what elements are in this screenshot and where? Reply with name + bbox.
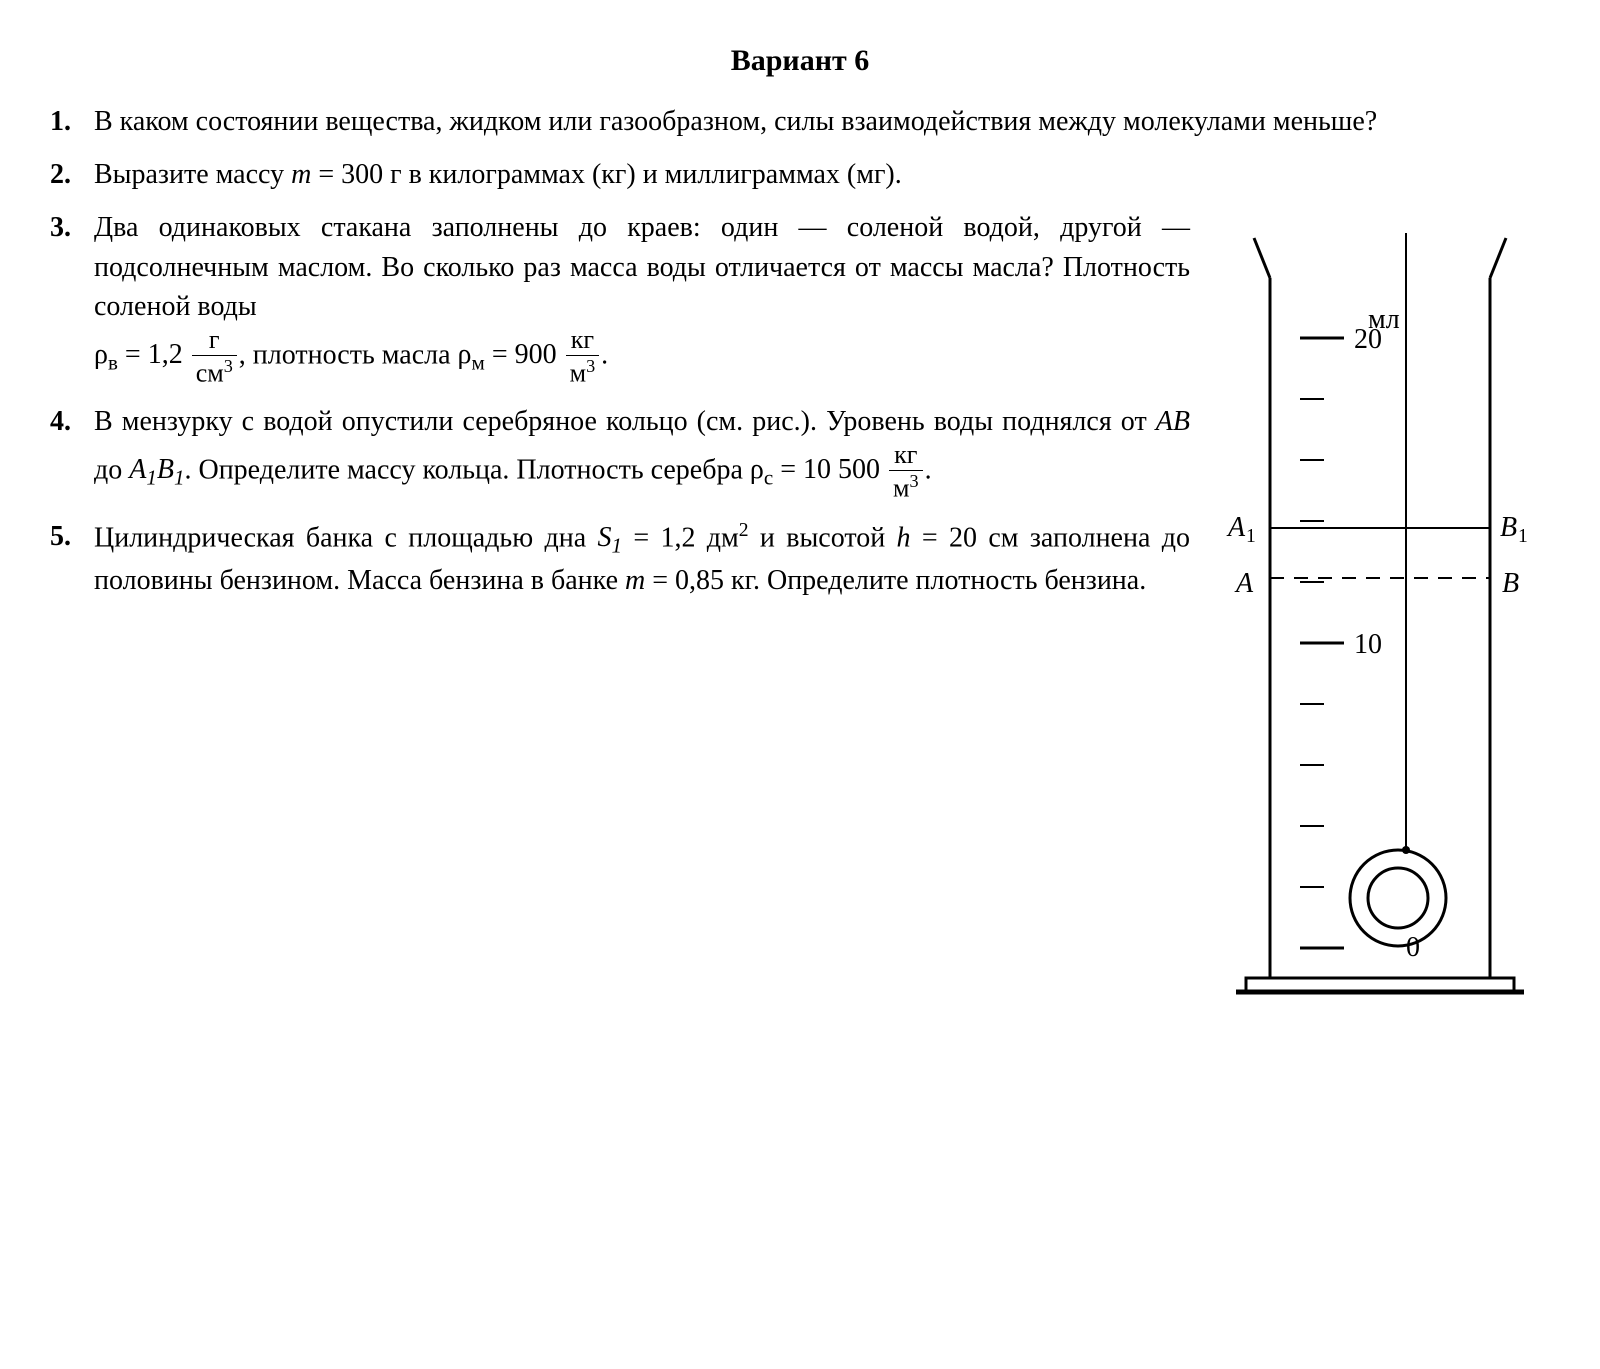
svg-text:B: B bbox=[1500, 512, 1517, 543]
rho-c: ρс = 10 500 кгм3 bbox=[750, 454, 925, 485]
problem-text: В каком состоянии вещества, жидком или г… bbox=[94, 102, 1550, 141]
segment-ab: AB bbox=[1156, 406, 1190, 437]
var-m: m bbox=[625, 565, 645, 596]
var-s1: S1 bbox=[597, 522, 622, 553]
svg-text:10: 10 bbox=[1354, 629, 1382, 660]
problem-text: В мензурку с водой опустили серебряное к… bbox=[94, 402, 1190, 503]
problem-text: Два одинаковых стакана заполнены до крае… bbox=[94, 208, 1190, 387]
problem-number: 4. bbox=[50, 402, 94, 503]
rho-v: ρв = 1,2 гсм3 bbox=[94, 339, 239, 370]
problem-number: 5. bbox=[50, 517, 94, 601]
problem-number: 2. bbox=[50, 155, 94, 194]
svg-text:A: A bbox=[1226, 512, 1246, 543]
svg-text:A: A bbox=[1234, 568, 1254, 599]
problem-3: 3. Два одинаковых стакана заполнены до к… bbox=[50, 208, 1190, 387]
problem-number: 3. bbox=[50, 208, 94, 387]
problem-text: Цилиндрическая банка с площадью дна S1 =… bbox=[94, 517, 1190, 601]
problem-list-cont: 3. Два одинаковых стакана заполнены до к… bbox=[50, 208, 1190, 600]
problem-5: 5. Цилиндрическая банка с площадью дна S… bbox=[50, 517, 1190, 601]
unit-fraction: гсм3 bbox=[192, 326, 237, 388]
page-title: Вариант 6 bbox=[50, 40, 1550, 82]
rho-m: ρм = 900 кгм3 bbox=[458, 339, 602, 370]
problem-1: 1. В каком состоянии вещества, жидком ил… bbox=[50, 102, 1550, 141]
svg-text:мл: мл bbox=[1368, 304, 1400, 335]
svg-text:1: 1 bbox=[1246, 526, 1256, 547]
segment-a1b1: A1B1 bbox=[129, 454, 184, 485]
var-h: h bbox=[897, 522, 911, 553]
problem-4: 4. В мензурку с водой опустили серебряно… bbox=[50, 402, 1190, 503]
svg-text:0: 0 bbox=[1406, 932, 1420, 963]
unit-fraction: кгм3 bbox=[566, 326, 600, 388]
problem-list: 1. В каком состоянии вещества, жидком ил… bbox=[50, 102, 1550, 194]
var-m: m bbox=[291, 159, 311, 190]
problem-2: 2. Выразите массу m = 300 г в килограмма… bbox=[50, 155, 1550, 194]
svg-text:1: 1 bbox=[1518, 526, 1528, 547]
problem-text: Выразите массу m = 300 г в килограммах (… bbox=[94, 155, 1550, 194]
problem-number: 1. bbox=[50, 102, 94, 141]
unit-fraction: кгм3 bbox=[889, 441, 923, 503]
svg-text:B: B bbox=[1502, 568, 1519, 599]
cylinder-figure: 20100млA1B1AB bbox=[1210, 218, 1550, 1038]
